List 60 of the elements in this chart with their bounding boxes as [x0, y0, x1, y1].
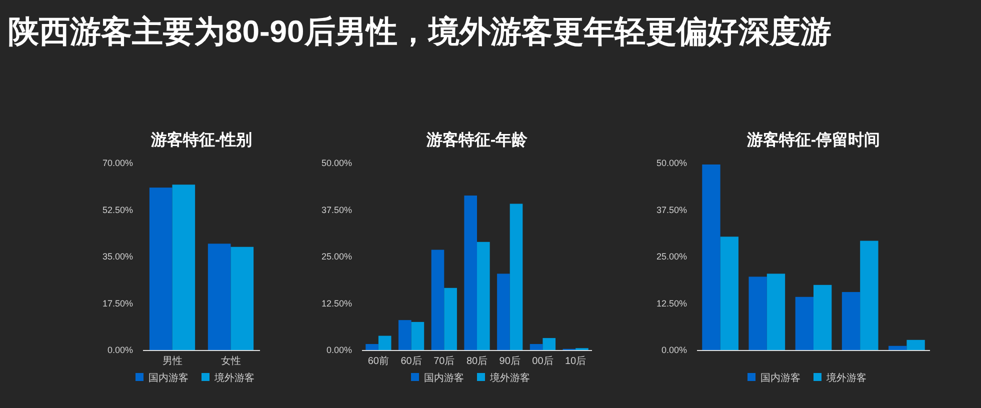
x-tick-label: 70后	[434, 355, 455, 367]
y-tick-label: 12.50%	[656, 298, 687, 308]
text: 陕西游客主要为80-90后男性，境外游客更年轻更偏好深度游	[8, 14, 832, 49]
bar	[149, 188, 172, 350]
bar	[906, 340, 925, 350]
y-tick-label: 37.50%	[656, 204, 687, 215]
x-tick-label: 00后	[532, 355, 554, 367]
bar	[814, 284, 832, 350]
y-tick-label: 37.50%	[321, 204, 352, 215]
bar	[542, 338, 556, 350]
y-tick-label: 0.00%	[661, 345, 687, 355]
y-tick-label: 70.00%	[102, 158, 133, 168]
y-tick-label: 12.50%	[321, 298, 352, 308]
bar	[888, 346, 907, 350]
bar	[398, 320, 412, 350]
bar	[378, 336, 392, 350]
legend-label: 国内游客	[424, 372, 464, 384]
y-tick-label: 35.00%	[102, 252, 133, 262]
legend-label: 境外游客	[214, 372, 254, 384]
bar	[444, 288, 457, 350]
x-tick-label: 男性	[162, 355, 182, 367]
chart-title: 游客特征-性别	[150, 130, 252, 149]
y-tick-label: 17.50%	[102, 298, 133, 308]
bar	[530, 344, 543, 350]
bar	[842, 292, 860, 350]
y-tick-label: 0.00%	[326, 345, 352, 355]
bar	[230, 246, 254, 350]
bar	[720, 236, 738, 350]
bar	[411, 322, 424, 350]
chart-title: 游客特征-年龄	[425, 130, 529, 149]
chart-title: 游客特征-停留时间	[746, 130, 880, 149]
bar	[431, 250, 444, 350]
bar	[766, 274, 786, 350]
x-tick-label: 90后	[499, 355, 520, 367]
x-tick-label: 10后	[565, 355, 586, 367]
x-tick-label: 60前	[368, 355, 389, 367]
y-tick-label: 0.00%	[107, 345, 133, 355]
x-tick-label: 60后	[400, 355, 422, 367]
bar	[860, 240, 878, 350]
legend-label: 国内游客	[760, 372, 800, 384]
x-tick-label: 80后	[466, 355, 488, 367]
x-tick-label: 女性	[220, 355, 241, 367]
y-tick-label: 52.50%	[102, 204, 133, 215]
bar	[497, 274, 510, 350]
bar	[510, 204, 523, 350]
bar	[477, 242, 490, 350]
bar	[464, 196, 477, 350]
y-tick-label: 25.00%	[321, 252, 352, 262]
legend-label: 国内游客	[148, 372, 188, 384]
bar	[366, 344, 378, 350]
y-tick-label: 25.00%	[656, 252, 687, 262]
bar	[208, 244, 231, 350]
y-tick-label: 50.00%	[321, 158, 352, 168]
bar	[172, 184, 196, 350]
legend-label: 境外游客	[489, 372, 530, 384]
y-tick-label: 50.00%	[656, 158, 687, 168]
bar	[702, 164, 720, 350]
legend-label: 境外游客	[826, 372, 866, 384]
bar	[795, 296, 814, 350]
bar	[748, 276, 767, 350]
